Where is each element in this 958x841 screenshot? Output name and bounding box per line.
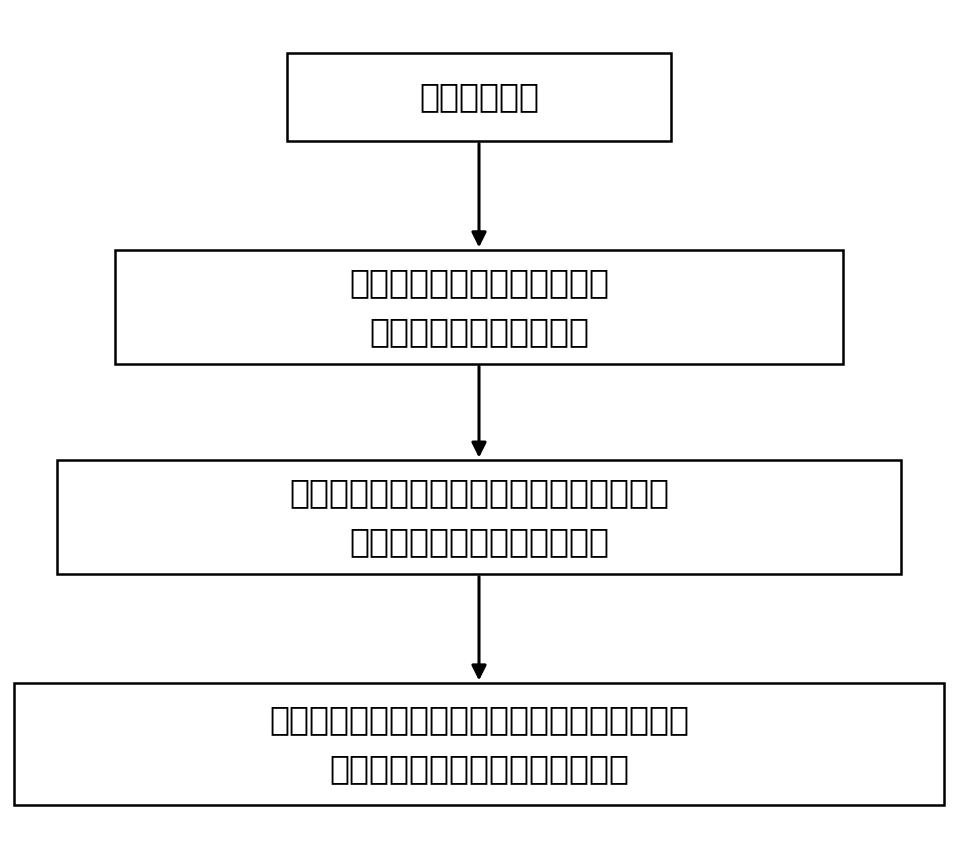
FancyBboxPatch shape: [14, 683, 944, 806]
Text: 对流数字信号进行数字滤波处理，提取出电
流数字信号中的电流基频分量: 对流数字信号进行数字滤波处理，提取出电 流数字信号中的电流基频分量: [289, 476, 669, 558]
FancyBboxPatch shape: [115, 251, 843, 364]
Text: 根据数字滤波模块提取到的电流基频分量进行故
障电流检测处理，并输出检测结果: 根据数字滤波模块提取到的电流基频分量进行故 障电流检测处理，并输出检测结果: [269, 703, 689, 785]
FancyBboxPatch shape: [287, 53, 671, 140]
Text: 将采集到的电流信号进行模数
转换，得到电流数字信号: 将采集到的电流信号进行模数 转换，得到电流数字信号: [349, 266, 609, 348]
Text: 采集电流信号: 采集电流信号: [419, 80, 539, 114]
FancyBboxPatch shape: [57, 461, 901, 574]
